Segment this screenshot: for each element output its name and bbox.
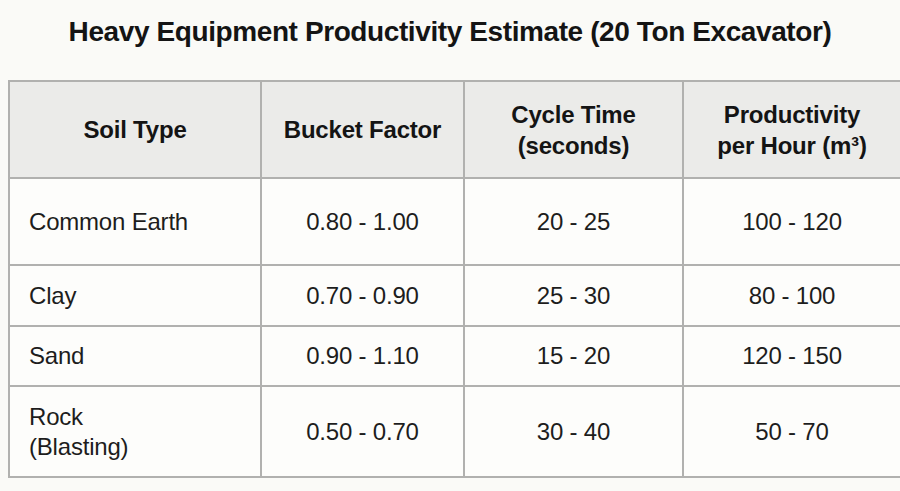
cell-cycle-time: 30 - 40	[464, 386, 683, 477]
cell-cycle-time: 15 - 20	[464, 326, 683, 386]
cell-bucket-factor: 0.70 - 0.90	[261, 265, 464, 326]
page: { "title": "Heavy Equipment Productivity…	[0, 0, 900, 491]
productivity-page: Heavy Equipment Productivity Estimate (2…	[0, 0, 900, 491]
cell-bucket-factor: 0.90 - 1.10	[261, 326, 464, 386]
column-header-productivity: Productivity per Hour (m³)	[683, 81, 900, 178]
cell-soil-type: Common Earth	[9, 178, 261, 265]
cell-bucket-factor: 0.50 - 0.70	[261, 386, 464, 477]
cell-productivity: 100 - 120	[683, 178, 900, 265]
cell-soil-type: Rock (Blasting)	[9, 386, 261, 477]
column-header-bucket-factor: Bucket Factor	[261, 81, 464, 178]
cell-bucket-factor: 0.80 - 1.00	[261, 178, 464, 265]
cell-cycle-time: 25 - 30	[464, 265, 683, 326]
productivity-table: Soil Type Bucket Factor Cycle Time (seco…	[8, 80, 900, 478]
page-title: Heavy Equipment Productivity Estimate (2…	[0, 0, 900, 50]
cell-productivity: 80 - 100	[683, 265, 900, 326]
cell-soil-type: Sand	[9, 326, 261, 386]
cell-soil-type: Clay	[9, 265, 261, 326]
table-row-sand: Sand 0.90 - 1.10 15 - 20 120 - 150	[9, 326, 900, 386]
column-header-soil-type: Soil Type	[9, 81, 261, 178]
cell-productivity: 50 - 70	[683, 386, 900, 477]
header-row: Soil Type Bucket Factor Cycle Time (seco…	[9, 81, 900, 178]
table-header: Soil Type Bucket Factor Cycle Time (seco…	[9, 81, 900, 178]
table-body: Common Earth 0.80 - 1.00 20 - 25 100 - 1…	[9, 178, 900, 477]
table-row-clay: Clay 0.70 - 0.90 25 - 30 80 - 100	[9, 265, 900, 326]
table-row-common-earth: Common Earth 0.80 - 1.00 20 - 25 100 - 1…	[9, 178, 900, 265]
cell-cycle-time: 20 - 25	[464, 178, 683, 265]
column-header-cycle-time: Cycle Time (seconds)	[464, 81, 683, 178]
table-row-rock-blasting: Rock (Blasting) 0.50 - 0.70 30 - 40 50 -…	[9, 386, 900, 477]
cell-productivity: 120 - 150	[683, 326, 900, 386]
